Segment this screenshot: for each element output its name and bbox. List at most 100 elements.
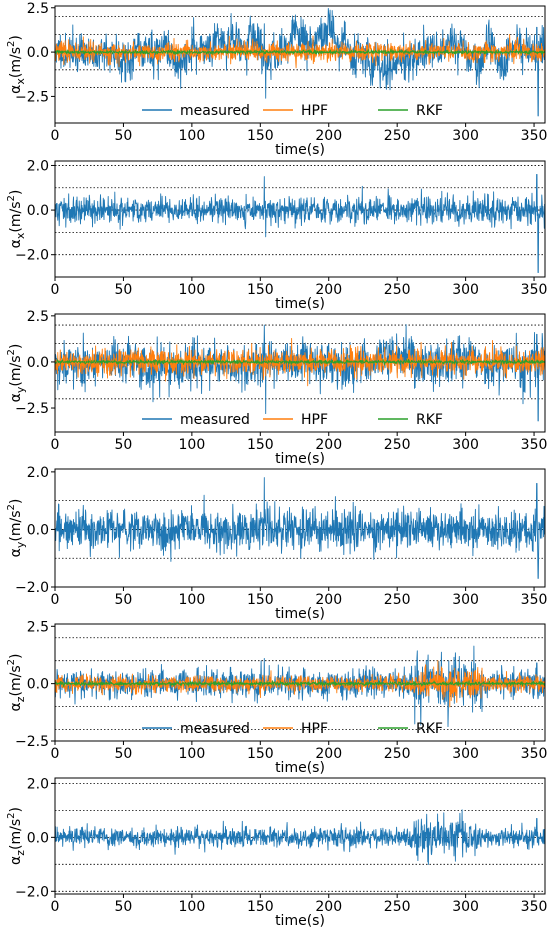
x-tick-label: 0 [51, 899, 60, 915]
x-axis-label: time(s) [275, 451, 325, 467]
x-tick-label: 0 [51, 437, 60, 453]
x-tick-label: 200 [315, 592, 342, 608]
y-tick-label: −2.0 [15, 580, 49, 596]
chart-panel-6: 0 50 100 150 200 250 300 350 2.0 0.0 −2.0 time(s) αz… [6, 776, 547, 929]
y-axis-label: αy(m/s2) [6, 499, 27, 558]
x-tick-label: 350 [521, 128, 548, 144]
x-tick-label: 300 [452, 128, 479, 144]
series-group [55, 324, 545, 422]
y-label-symbol: α [8, 548, 24, 557]
y-label-superscript: 2 [6, 349, 17, 355]
legend: measured HPF RKF [142, 412, 443, 428]
legend-label-RKF: RKF [416, 103, 443, 119]
x-tick-label: 200 [315, 437, 342, 453]
legend-label-HPF: HPF [301, 721, 328, 737]
y-label-subscript: z [14, 696, 27, 702]
x-tick-label: 250 [384, 899, 411, 915]
x-tick-label: 150 [247, 746, 274, 762]
y-label-subscript: x [14, 232, 27, 239]
chart-panel-2: 0 50 100 150 200 250 300 350 2.0 0.0 −2.0 time(s) αx… [6, 158, 547, 312]
x-tick-label: 50 [115, 746, 133, 762]
y-axis-label: αz(m/s2) [6, 654, 27, 712]
chart-panel-5: 0 50 100 150 200 250 300 350 2.5 0.0 −2.5 time(s) αz… [6, 619, 547, 776]
y-label-superscript: 2 [6, 41, 17, 47]
y-label-subscript: y [14, 386, 27, 393]
legend: measured HPF RKF [142, 103, 443, 119]
x-tick-label: 200 [315, 899, 342, 915]
legend-label-HPF: HPF [301, 412, 328, 428]
x-tick-label: 50 [115, 437, 133, 453]
y-tick-label: 2.5 [27, 309, 49, 325]
y-label-unit: (m/s [8, 665, 24, 696]
x-tick-label: 50 [115, 282, 133, 298]
series-line-RKF [55, 358, 545, 366]
y-tick-label: −2.5 [15, 401, 49, 417]
y-tick-label: −2.0 [15, 248, 49, 264]
x-tick-label: 350 [521, 592, 548, 608]
x-tick-label: 0 [51, 128, 60, 144]
x-tick-label: 300 [452, 282, 479, 298]
y-tick-label: 2.0 [27, 776, 49, 792]
y-label-symbol: α [8, 85, 24, 94]
y-label-close: ) [8, 807, 24, 812]
x-axis-label: time(s) [275, 296, 325, 312]
x-tick-label: 150 [247, 282, 274, 298]
legend-label-measured: measured [180, 412, 250, 428]
y-label-subscript: x [14, 78, 27, 85]
axes-frame [54, 623, 546, 742]
x-axis-label: time(s) [275, 760, 325, 776]
y-label-unit: (m/s [8, 819, 24, 850]
series-group [55, 173, 545, 273]
y-label-close: ) [8, 344, 24, 349]
series-group [55, 477, 545, 579]
axes-frame [54, 5, 546, 124]
x-tick-label: 150 [247, 592, 274, 608]
legend-label-HPF: HPF [301, 103, 328, 119]
x-tick-label: 250 [384, 282, 411, 298]
y-label-superscript: 2 [6, 812, 17, 818]
y-tick-label: 2.5 [27, 619, 49, 635]
y-tick-label: 2.5 [27, 1, 49, 17]
x-axis-label: time(s) [275, 913, 325, 929]
x-tick-label: 250 [384, 437, 411, 453]
x-tick-label: 150 [247, 899, 274, 915]
legend-label-measured: measured [180, 103, 250, 119]
x-axis-label: time(s) [275, 142, 325, 158]
x-tick-label: 200 [315, 128, 342, 144]
y-label-close: ) [8, 190, 24, 195]
y-tick-label: 0.0 [27, 677, 49, 693]
x-tick-label: 350 [521, 282, 548, 298]
y-axis-label: αz(m/s2) [6, 807, 27, 865]
x-tick-label: 200 [315, 282, 342, 298]
x-tick-label: 100 [179, 437, 206, 453]
x-tick-label: 50 [115, 592, 133, 608]
plot-area [55, 6, 545, 123]
series-line-signal [55, 809, 545, 865]
x-axis-label: time(s) [275, 606, 325, 622]
axes-frame [54, 313, 546, 433]
y-axis-label: αx(m/s2) [6, 190, 27, 249]
y-tick-label: −2.0 [15, 884, 49, 900]
axes-frame [54, 777, 546, 895]
x-tick-label: 200 [315, 746, 342, 762]
x-tick-label: 300 [452, 437, 479, 453]
y-label-superscript: 2 [6, 504, 17, 510]
series-line-RKF [55, 680, 545, 688]
legend-label-RKF: RKF [416, 412, 443, 428]
series-group [55, 7, 545, 117]
y-tick-label: 0.0 [27, 522, 49, 538]
series-line-HPF [55, 337, 545, 387]
x-tick-label: 50 [115, 899, 133, 915]
x-tick-label: 0 [51, 746, 60, 762]
x-tick-label: 350 [521, 437, 548, 453]
x-tick-label: 0 [51, 282, 60, 298]
y-label-close: ) [8, 654, 24, 659]
chart-panel-4: 0 50 100 150 200 250 300 350 2.0 0.0 −2.0 time(s) αy… [6, 465, 547, 622]
legend-label-measured: measured [180, 721, 250, 737]
x-tick-label: 100 [179, 899, 206, 915]
series-line-signal [55, 477, 545, 579]
y-label-unit: (m/s [8, 510, 24, 541]
x-tick-label: 300 [452, 592, 479, 608]
x-tick-label: 250 [384, 746, 411, 762]
y-axis-label: αy(m/s2) [6, 344, 27, 403]
